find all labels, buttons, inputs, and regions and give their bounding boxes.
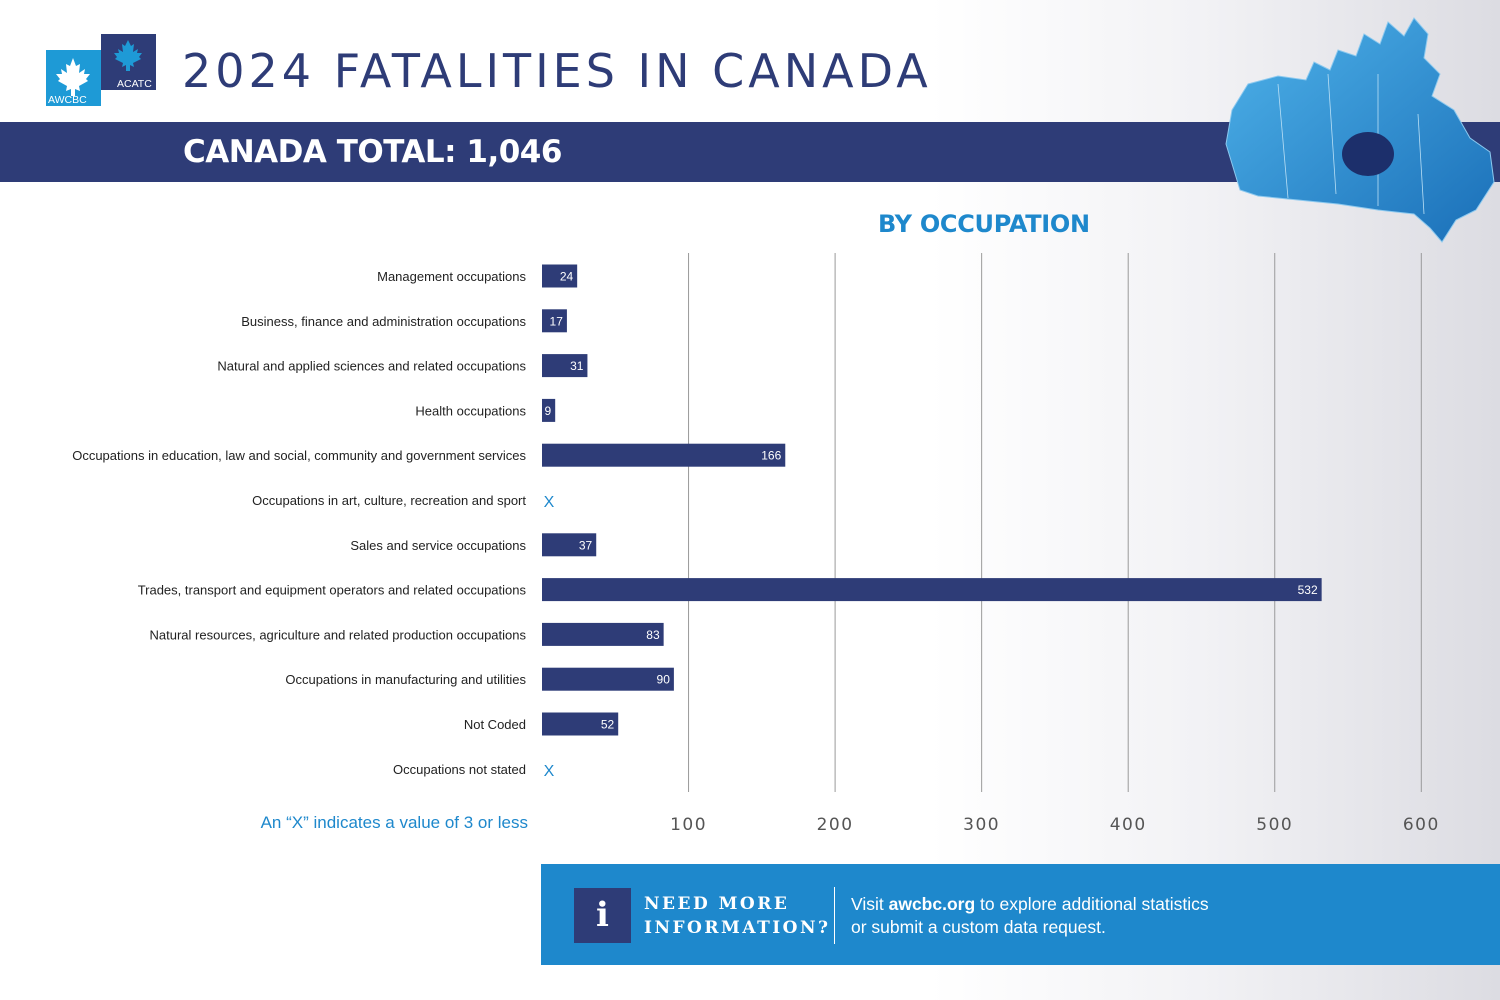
category-label: Business, finance and administration occ… (241, 314, 526, 329)
bar-value-label: 83 (646, 628, 660, 642)
bar (542, 398, 556, 422)
bar (542, 354, 588, 378)
bar (542, 533, 597, 557)
bar (542, 667, 674, 691)
info-heading-line1: NEED MORE (644, 894, 790, 914)
x-tick-label: 600 (1403, 815, 1440, 835)
category-label: Not Coded (464, 717, 526, 732)
suppressed-value-mark: X (544, 494, 555, 511)
awcbc-logo: AWCBC ACATC (46, 34, 156, 106)
category-label: Natural resources, agriculture and relat… (150, 627, 527, 642)
bar-value-label: 9 (545, 404, 552, 418)
category-label: Occupations not stated (393, 762, 526, 777)
x-tick-label: 400 (1110, 815, 1147, 835)
suppressed-value-mark: X (544, 763, 555, 780)
bar-value-label: 17 (550, 314, 564, 328)
category-label: Management occupations (377, 269, 526, 284)
x-value-note: An “X” indicates a value of 3 or less (260, 813, 528, 832)
info-text-line2: or submit a custom data request. (851, 917, 1106, 937)
info-heading: NEED MORE INFORMATION? (644, 892, 831, 940)
x-tick-label: 500 (1256, 815, 1293, 835)
bar (542, 264, 578, 288)
canada-map-icon (1225, 17, 1495, 243)
category-label: Health occupations (415, 403, 526, 418)
bar-value-label: 24 (560, 270, 574, 284)
x-tick-label: 300 (963, 815, 1000, 835)
logo-text-awcbc: AWCBC (48, 94, 87, 106)
awcbc-link[interactable]: awcbc.org (888, 894, 976, 914)
bar-value-label: 90 (657, 673, 671, 687)
category-label: Occupations in education, law and social… (72, 448, 526, 463)
page-title: 2024 FATALITIES IN CANADA (182, 44, 932, 98)
info-heading-line2: INFORMATION? (644, 918, 831, 938)
bar-value-label: 31 (570, 359, 584, 373)
bar (542, 622, 664, 646)
info-text: Visit awcbc.org to explore additional st… (851, 893, 1209, 939)
bar (542, 712, 619, 736)
info-text-post: to explore additional statistics (975, 894, 1209, 914)
category-label: Sales and service occupations (350, 538, 526, 553)
bar-value-label: 166 (761, 449, 781, 463)
bar-value-label: 52 (601, 718, 615, 732)
bar-value-label: 532 (1298, 583, 1318, 597)
bar (542, 443, 786, 467)
canada-total: CANADA TOTAL: 1,046 (183, 134, 562, 170)
bar-value-label: 37 (579, 538, 593, 552)
maple-leaf-icon (56, 58, 90, 96)
info-divider (834, 887, 835, 944)
category-label: Trades, transport and equipment operator… (138, 583, 527, 598)
bar (542, 309, 567, 333)
info-icon: i (574, 888, 631, 943)
category-label: Occupations in art, culture, recreation … (252, 493, 526, 508)
bar (542, 578, 1322, 602)
info-text-line1: Visit awcbc.org to explore additional st… (851, 893, 1209, 916)
logo-text-acatc: ACATC (117, 78, 152, 90)
chart-title: BY OCCUPATION (878, 210, 1090, 238)
x-tick-label: 100 (670, 815, 707, 835)
info-banner: i NEED MORE INFORMATION? Visit awcbc.org… (541, 864, 1500, 965)
category-label: Occupations in manufacturing and utiliti… (285, 672, 526, 687)
info-text-pre: Visit (851, 894, 889, 914)
x-tick-label: 200 (817, 815, 854, 835)
category-label: Natural and applied sciences and related… (217, 359, 526, 374)
